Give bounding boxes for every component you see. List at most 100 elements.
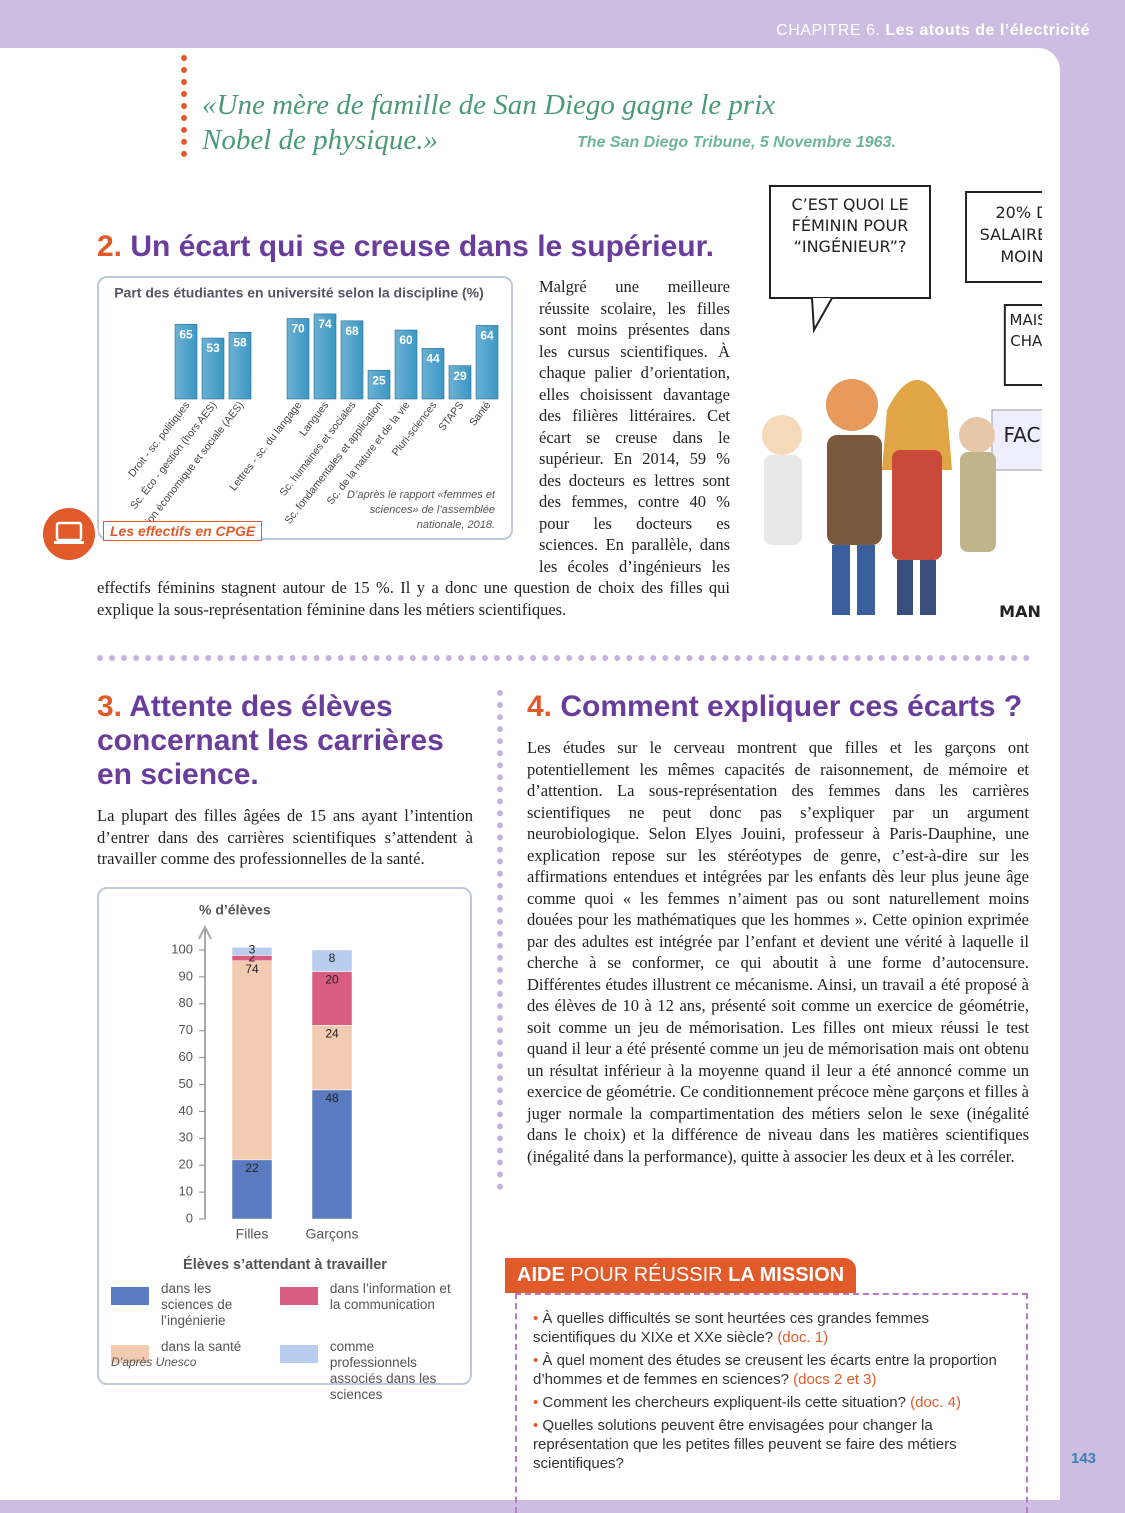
sign: FAC	[1004, 423, 1041, 447]
data-label: 3	[249, 942, 256, 956]
legend-label: dans l’information et la communication	[329, 1281, 451, 1312]
aide-title: AIDE POUR RÉUSSIR LA MISSION	[505, 1258, 857, 1293]
separator	[97, 655, 1030, 661]
y-tick-label: 10	[179, 1184, 193, 1199]
y-tick-label: 0	[186, 1210, 193, 1225]
bar-segment	[231, 1159, 273, 1220]
legend-item: dans les sciences de l’ingénierie	[111, 1281, 266, 1329]
data-label: 60	[399, 333, 413, 347]
data-label: 65	[179, 327, 193, 341]
aide-ref: (docs 2 et 3)	[793, 1371, 877, 1388]
bubble: MAIS ÇA VA CHANGER !	[1009, 311, 1043, 350]
aide-ref: (doc. 1)	[777, 1329, 829, 1346]
paragraph: La plupart des filles âgées de 15 ans ay…	[97, 806, 473, 868]
legend-label: dans la santé	[161, 1339, 242, 1354]
bar-segment	[311, 1025, 353, 1091]
legend-label: comme professionnels associés dans les s…	[329, 1339, 437, 1402]
section-title-text: Attente des élèves concernant les carriè…	[97, 690, 444, 791]
data-label: 74	[245, 962, 259, 976]
axis-arrow	[198, 924, 212, 940]
data-label: 64	[480, 329, 494, 343]
x-tick-label: STAPS	[436, 399, 466, 433]
legend-swatch	[111, 1345, 149, 1363]
aide-item: • À quelles difficultés se sont heurtées…	[533, 1309, 1012, 1347]
data-label: 29	[453, 369, 467, 383]
y-tick-label: 90	[179, 968, 193, 983]
section-title: 4. Comment expliquer ces écarts ?	[527, 690, 1022, 724]
legend-item: dans la santé	[111, 1339, 266, 1403]
data-label: 20	[325, 973, 339, 987]
section-title-text: Comment expliquer ces écarts ?	[560, 690, 1023, 723]
bar	[286, 318, 310, 400]
chapter-header: CHAPITRE 6. Les atouts de l’électricité	[776, 22, 1090, 40]
source-box: D’après le rapport «femmes et sciences» …	[347, 489, 495, 531]
bar	[367, 369, 391, 400]
data-label: 2	[249, 951, 256, 965]
x-tick-label: Filles	[236, 1226, 269, 1242]
bar-segment	[231, 947, 273, 956]
legend-swatch	[111, 1287, 149, 1305]
chapter-title: Les atouts de l’électricité	[885, 22, 1090, 39]
cartoon: C’EST QUOI LE FÉMININ POUR “INGÉNIEUR”? …	[762, 185, 1043, 621]
chart-box: Part des étudiantes en université selon …	[97, 276, 513, 540]
paragraph: Malgré une meilleure réussite scolaire, …	[97, 277, 730, 619]
y-tick-label: 20	[179, 1157, 193, 1172]
chapter: CHAPITRE 6.	[776, 22, 881, 39]
data-label: 70	[291, 322, 305, 336]
aide-word: LA MISSION	[728, 1264, 845, 1286]
aide-question: À quel moment des études se creusent les…	[533, 1352, 997, 1388]
cpge-icon	[40, 505, 98, 563]
section-number: 3.	[97, 690, 123, 723]
aide-word: POUR RÉUSSIR	[570, 1264, 723, 1286]
section-title-text: Un écart qui se creuse dans le supérieur…	[130, 230, 714, 263]
section-number: 4.	[527, 690, 553, 723]
chart: Part des étudiantes en université selon …	[111, 285, 499, 538]
aide-question: Quelles solutions peuvent être envisagée…	[533, 1417, 957, 1472]
y-tick-label: 50	[179, 1076, 193, 1091]
bubble: C’EST QUOI LE FÉMININ POUR “INGÉNIEUR”?	[791, 195, 909, 256]
source: D’après Unesco	[111, 1355, 197, 1369]
y-axis-title: % d’élèves	[199, 902, 271, 918]
bar	[313, 313, 337, 400]
aide-question: À quelles difficultés se sont heurtées c…	[533, 1310, 930, 1346]
x-tick-label: Santé	[467, 399, 493, 428]
data-label: 24	[325, 1026, 339, 1040]
y-tick-label: 80	[179, 995, 193, 1010]
page-number: 143	[1071, 1450, 1097, 1467]
data-label: 25	[372, 373, 386, 387]
bullet: •	[533, 1310, 543, 1327]
signature: MAN	[999, 602, 1041, 621]
section-title: 2. Un écart qui se creuse dans le supéri…	[97, 230, 714, 264]
chart-title: Part des étudiantes en université selon …	[114, 285, 484, 301]
bar	[340, 320, 364, 400]
bar	[394, 329, 418, 400]
bar	[174, 323, 198, 400]
source: D’après le rapport «femmes et sciences» …	[347, 489, 495, 531]
quote-source: The San Diego Tribune, 5 Novembre 1963.	[577, 134, 896, 151]
bullet: •	[533, 1352, 543, 1369]
data-label: 44	[426, 352, 440, 366]
bar-segment	[311, 1089, 353, 1220]
legend-label: dans les sciences de l’ingénierie	[161, 1281, 233, 1328]
bubble: 20% DE SALAIRE EN MOINS	[979, 203, 1042, 266]
cpge-link[interactable]: Les effectifs en CPGE	[103, 521, 263, 541]
data-label: 8	[329, 951, 336, 965]
separator	[497, 690, 503, 1190]
aide-item: • Comment les chercheurs expliquent-ils …	[533, 1393, 1012, 1412]
quote: «Une mère de famille de San Diego gagne …	[202, 89, 776, 156]
x-tick-label: Garçons	[306, 1226, 359, 1242]
bar	[228, 331, 252, 400]
section-title: 3. Attente des élèves concernant les car…	[97, 690, 477, 792]
y-tick-label: 70	[179, 1022, 193, 1037]
data-label: 22	[245, 1161, 259, 1175]
aide-question: Comment les chercheurs expliquent-ils ce…	[542, 1394, 906, 1411]
data-label: 68	[345, 324, 359, 338]
legend-swatch	[279, 1345, 318, 1363]
data-label: 53	[206, 341, 220, 355]
bar-segment	[231, 960, 273, 1161]
icon	[54, 521, 84, 544]
bar	[421, 348, 445, 400]
y-tick-label: 40	[179, 1103, 193, 1118]
data-label: 74	[318, 317, 332, 331]
